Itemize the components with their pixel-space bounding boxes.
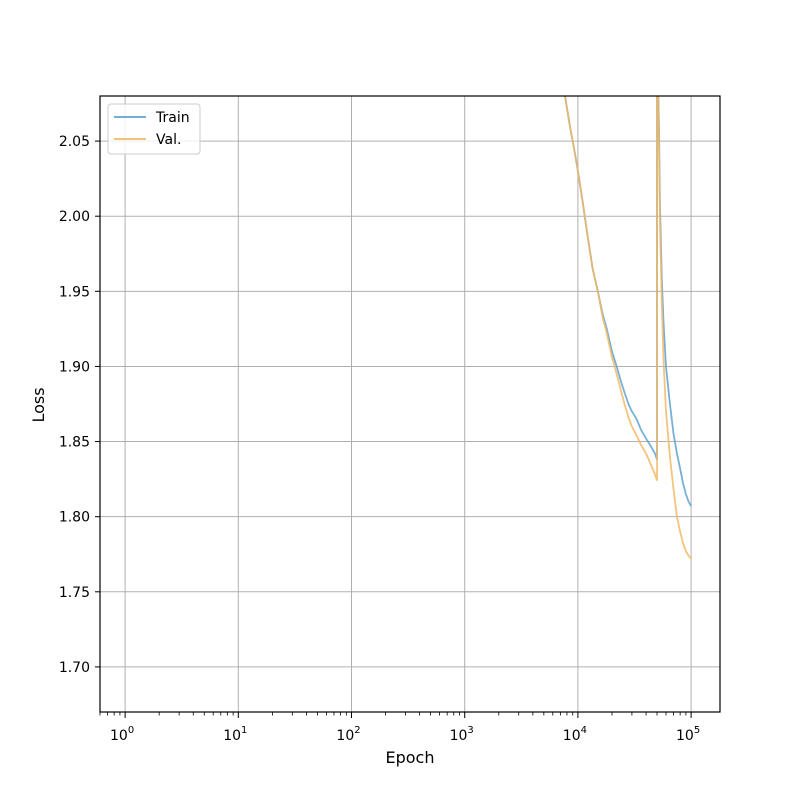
y-tick-label: 2.05 (59, 134, 90, 150)
y-tick-label: 1.90 (59, 359, 90, 375)
y-tick-label: 1.75 (59, 585, 90, 601)
y-tick-label: 2.00 (59, 209, 90, 225)
x-tick-label: 102 (336, 725, 360, 744)
plot-frame (99, 95, 721, 713)
legend-label: Train (155, 110, 190, 126)
y-tick-label: 1.85 (59, 435, 90, 451)
x-tick-label: 100 (110, 725, 134, 744)
grid-lines (100, 96, 720, 712)
x-axis-label: Epoch (386, 748, 435, 767)
x-tick-label: 104 (563, 725, 587, 744)
y-tick-label: 1.95 (59, 284, 90, 300)
series-line-train (564, 96, 692, 507)
y-axis-label: Loss (29, 387, 48, 422)
legend: Train Val. (107, 103, 201, 155)
x-tick-label: 103 (450, 725, 474, 744)
axes: 1.70 1.75 1.80 1.85 1.90 1.95 2.00 2.05 100 101 10… (59, 95, 721, 744)
series-line-val (564, 96, 692, 560)
x-tick-label: 101 (223, 725, 247, 744)
y-tick-label: 1.70 (59, 660, 90, 676)
series-layer (564, 96, 692, 560)
legend-label: Val. (156, 132, 181, 148)
y-tick-label: 1.80 (59, 510, 90, 526)
x-tick-label: 105 (676, 725, 700, 744)
